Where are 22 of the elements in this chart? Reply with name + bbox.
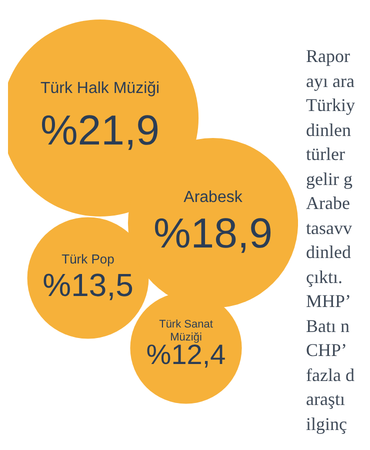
- text: gelir g: [306, 168, 354, 191]
- text: çıktı.: [306, 266, 344, 289]
- text: Batı n: [306, 314, 350, 338]
- data-label: %21,9: [40, 106, 160, 154]
- text: türler: [306, 143, 346, 166]
- text: Türkiy: [306, 94, 355, 117]
- category-label: Arabesk: [184, 188, 244, 206]
- text: araştı: [306, 388, 346, 411]
- text: dinlen: [306, 118, 352, 142]
- text: fazla d: [306, 364, 355, 386]
- text: CHP’: [306, 339, 348, 362]
- text: Arabe: [306, 192, 351, 215]
- text: ilginç: [306, 412, 348, 436]
- category-label: Türk Pop: [62, 251, 114, 266]
- data-label: %13,5: [42, 266, 134, 303]
- text: dinled: [306, 241, 352, 264]
- text: ayı ara: [306, 70, 355, 93]
- text: MHP’: [306, 290, 352, 313]
- text: tasavv: [306, 216, 353, 240]
- text: Rapor: [306, 45, 351, 68]
- category-label: Türk Halk Müziği: [40, 80, 160, 97]
- data-label: %18,9: [153, 209, 273, 256]
